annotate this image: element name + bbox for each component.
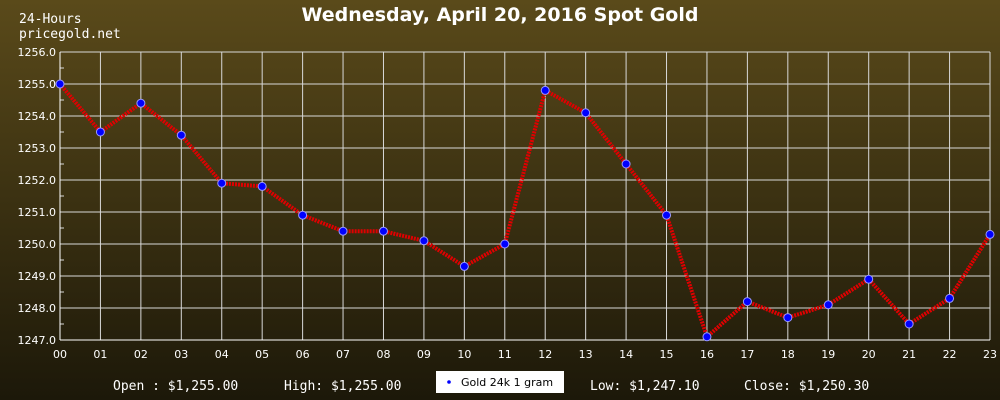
data-point — [985, 229, 995, 239]
stat-high: High: $1,255.00 — [284, 379, 401, 394]
stat-close: Close: $1,250.30 — [744, 379, 869, 394]
y-tick-label: 1253.0 — [18, 142, 57, 155]
data-point — [95, 127, 105, 137]
brand-line-2: pricegold.net — [19, 27, 121, 42]
x-tick-label: 09 — [417, 348, 431, 361]
data-point — [904, 319, 914, 329]
x-tick-label: 00 — [53, 348, 67, 361]
data-point — [257, 181, 267, 191]
data-point — [621, 159, 631, 169]
brand-line-1: 24-Hours — [19, 12, 82, 27]
data-point — [419, 236, 429, 246]
x-tick-label: 07 — [336, 348, 350, 361]
data-point — [459, 261, 469, 271]
stat-low: Low: $1,247.10 — [590, 379, 700, 394]
data-point — [783, 313, 793, 323]
y-tick-label: 1252.0 — [18, 174, 57, 187]
x-tick-label: 05 — [255, 348, 269, 361]
x-tick-label: 23 — [983, 348, 997, 361]
series-markers — [55, 79, 995, 342]
data-point — [742, 297, 752, 307]
x-tick-label: 21 — [902, 348, 916, 361]
data-point — [702, 332, 712, 342]
legend-box — [436, 371, 564, 393]
y-tick-label: 1247.0 — [18, 334, 57, 347]
legend-marker-icon — [447, 380, 451, 384]
data-point — [945, 293, 955, 303]
x-tick-label: 15 — [660, 348, 674, 361]
data-point — [298, 210, 308, 220]
data-point — [217, 178, 227, 188]
data-point — [500, 239, 510, 249]
x-tick-label: 04 — [215, 348, 229, 361]
y-tick-label: 1249.0 — [18, 270, 57, 283]
data-point — [823, 300, 833, 310]
data-point — [662, 210, 672, 220]
data-point — [55, 79, 65, 89]
x-tick-label: 11 — [498, 348, 512, 361]
stat-open: Open : $1,255.00 — [113, 379, 238, 394]
x-tick-label: 22 — [943, 348, 957, 361]
x-tick-label: 08 — [376, 348, 390, 361]
legend: Gold 24k 1 gram — [436, 371, 564, 393]
x-tick-label: 12 — [538, 348, 552, 361]
data-point — [378, 226, 388, 236]
x-tick-label: 16 — [700, 348, 714, 361]
data-point — [176, 130, 186, 140]
y-tick-label: 1255.0 — [18, 78, 57, 91]
x-tick-label: 17 — [740, 348, 754, 361]
x-tick-label: 18 — [781, 348, 795, 361]
x-tick-label: 01 — [93, 348, 107, 361]
x-tick-label: 06 — [296, 348, 310, 361]
x-tick-label: 02 — [134, 348, 148, 361]
y-tick-label: 1254.0 — [18, 110, 57, 123]
y-tick-label: 1248.0 — [18, 302, 57, 315]
series-line — [58, 82, 992, 339]
axes: 1247.0 1248.0 1249.0 1250.0 1251.0 1252.0 1253… — [18, 46, 998, 361]
chart-title: Wednesday, April 20, 2016 Spot Gold — [302, 4, 699, 26]
data-point — [581, 108, 591, 118]
data-point — [136, 98, 146, 108]
legend-label: Gold 24k 1 gram — [461, 376, 553, 389]
x-tick-label: 14 — [619, 348, 633, 361]
x-tick-label: 03 — [174, 348, 188, 361]
x-tick-label: 20 — [862, 348, 876, 361]
y-tick-label: 1256.0 — [18, 46, 57, 59]
series-gold-24k — [58, 82, 992, 339]
data-point — [338, 226, 348, 236]
x-tick-label: 19 — [821, 348, 835, 361]
data-point — [540, 85, 550, 95]
y-tick-label: 1250.0 — [18, 238, 57, 251]
data-point — [864, 274, 874, 284]
x-tick-label: 10 — [457, 348, 471, 361]
x-tick-label: 13 — [579, 348, 593, 361]
y-tick-label: 1251.0 — [18, 206, 57, 219]
